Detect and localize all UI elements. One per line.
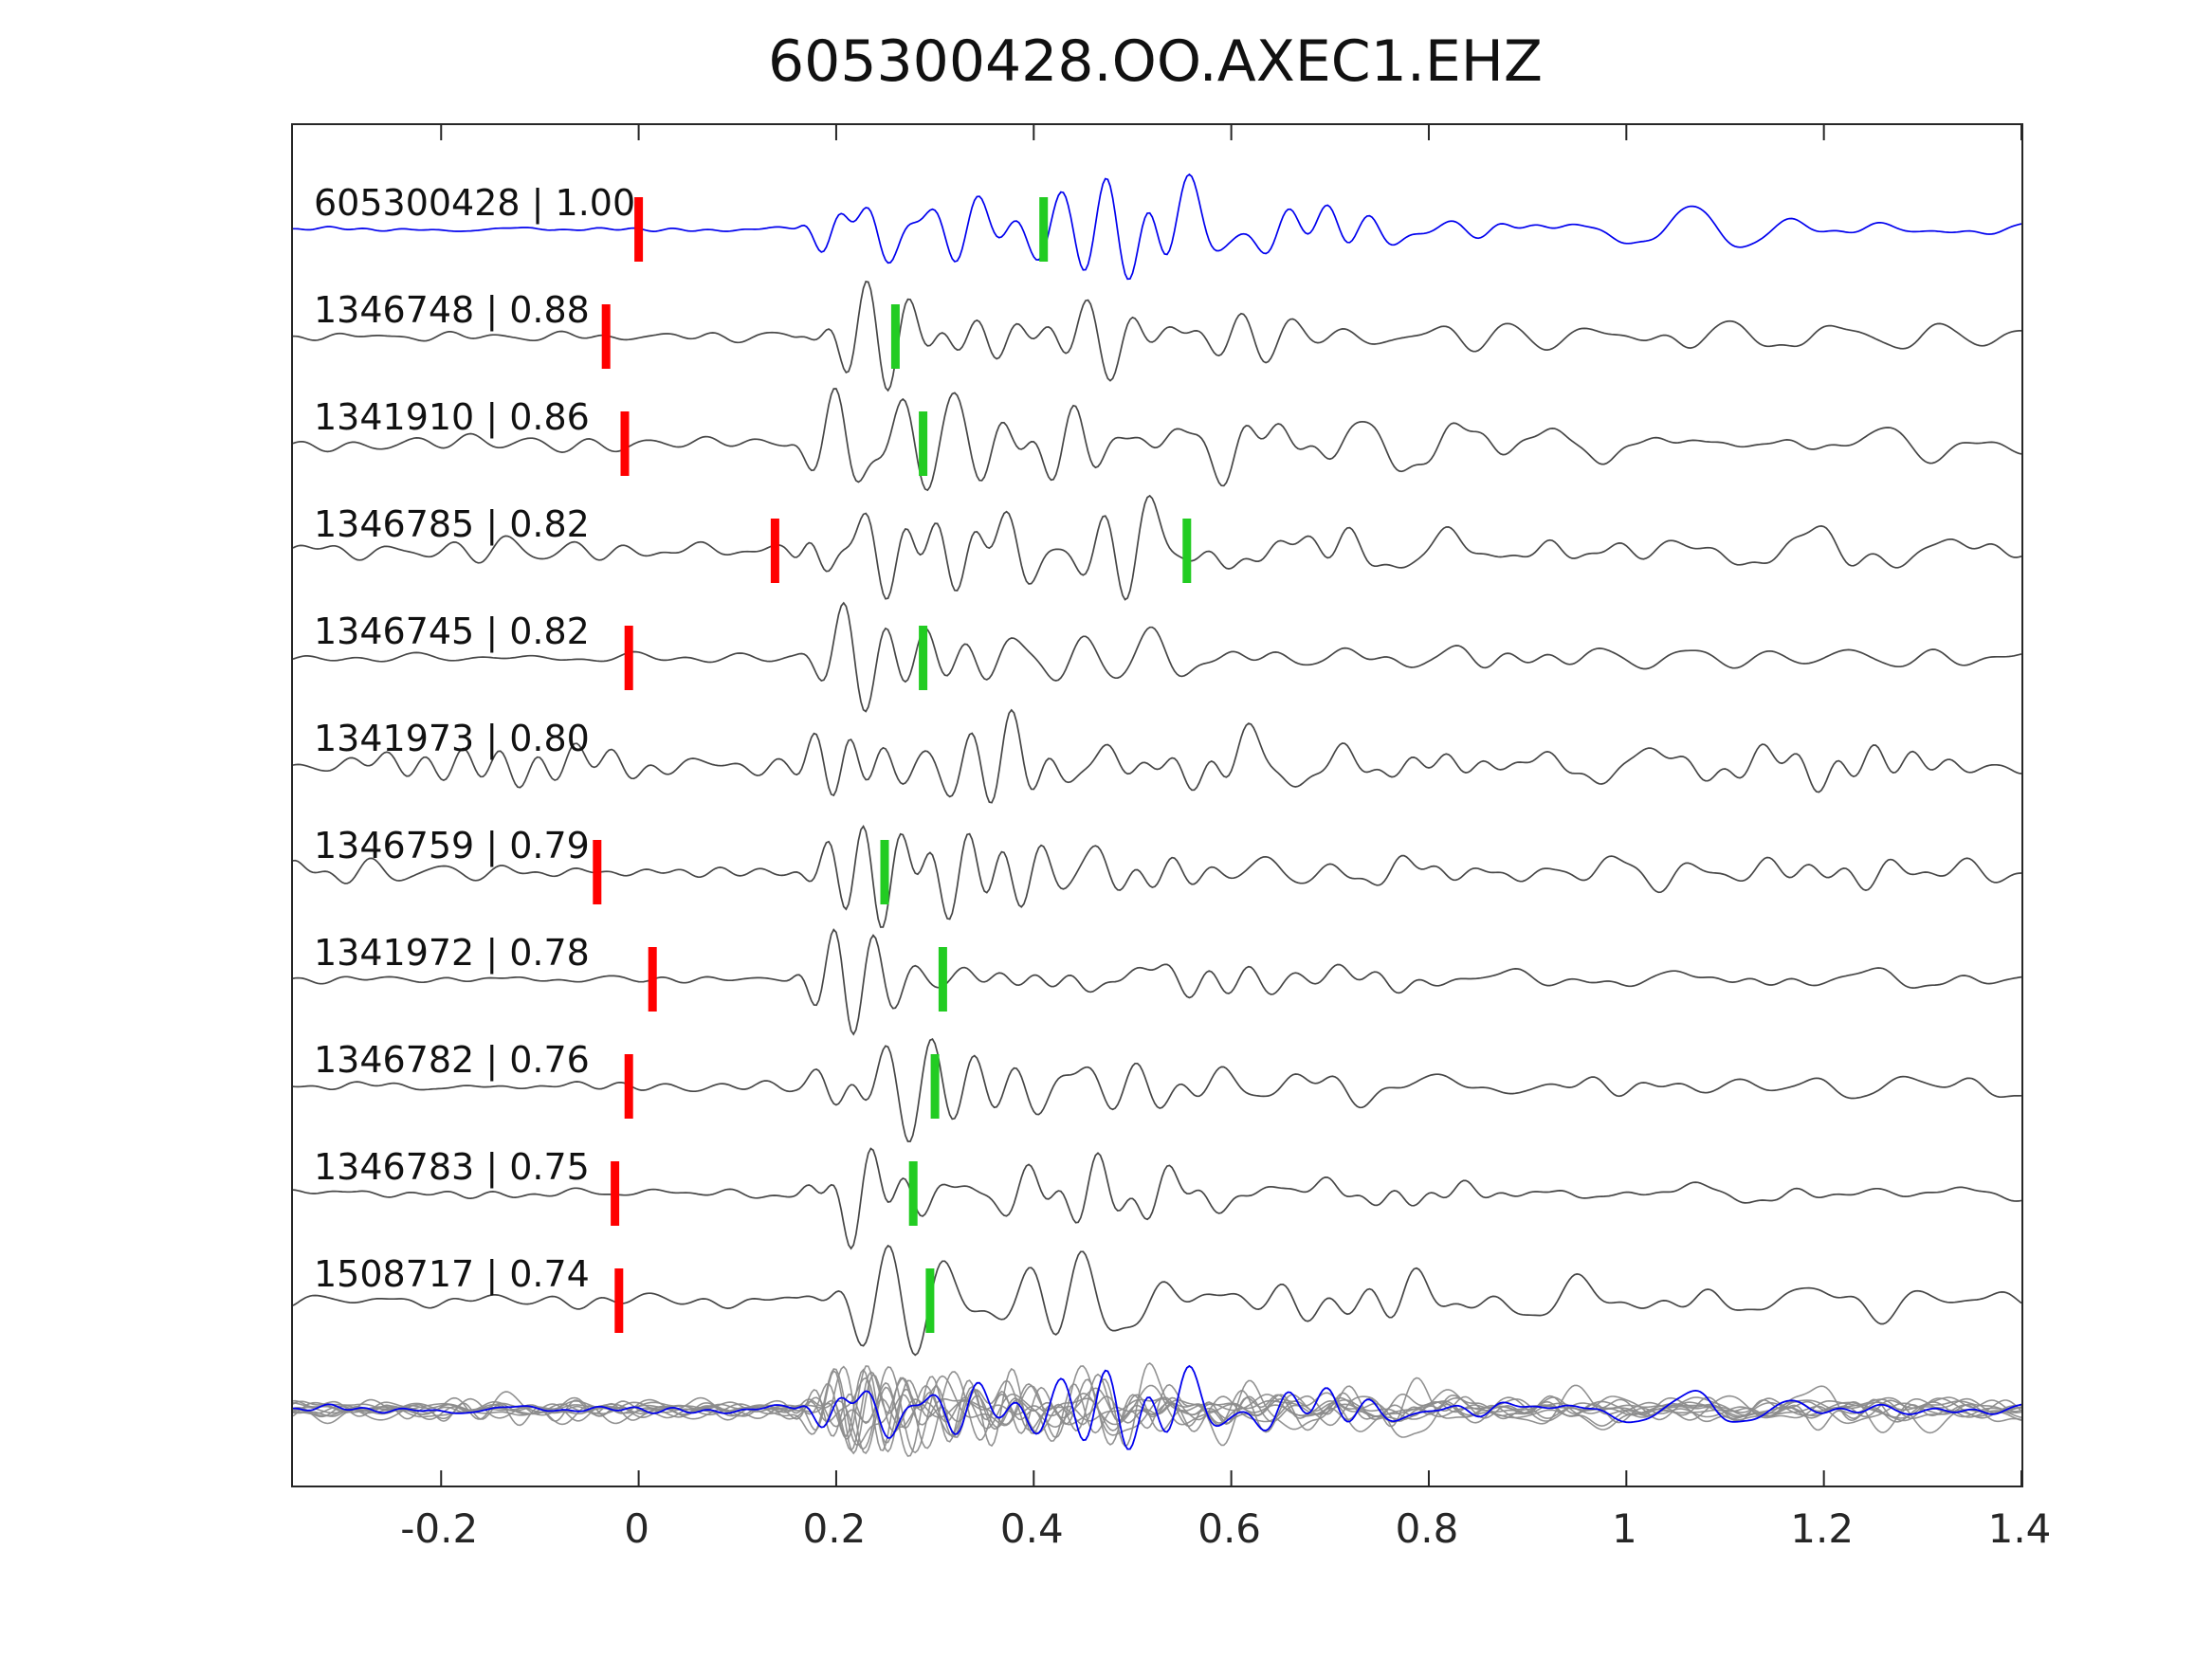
green-pick-marker bbox=[919, 626, 928, 690]
red-pick-marker bbox=[634, 197, 644, 262]
overlay-trace-template bbox=[293, 1364, 2021, 1450]
red-pick-marker bbox=[624, 626, 633, 690]
waveform-trace-1341972 bbox=[293, 928, 2021, 1036]
green-pick-marker bbox=[1182, 519, 1192, 583]
overlay-trace-gray bbox=[293, 1371, 2021, 1452]
red-pick-marker bbox=[620, 411, 630, 476]
x-tick-label: 0.2 bbox=[802, 1505, 867, 1552]
waveform-trace-1346748 bbox=[293, 281, 2021, 392]
waveform-canvas bbox=[293, 125, 2021, 1486]
green-pick-marker bbox=[880, 840, 889, 904]
x-tick-label: 0.6 bbox=[1197, 1505, 1262, 1552]
green-pick-marker bbox=[938, 947, 947, 1012]
x-tick-label: 0 bbox=[624, 1505, 649, 1552]
waveform-trace-1346782 bbox=[293, 1037, 2021, 1142]
waveform-trace-605300428 bbox=[293, 173, 2021, 281]
x-tick-label: 0.4 bbox=[999, 1505, 1064, 1552]
waveform-trace-1346783 bbox=[293, 1147, 2021, 1250]
x-tick-label: 1 bbox=[1611, 1505, 1637, 1552]
waveform-trace-1346785 bbox=[293, 494, 2021, 601]
red-pick-marker bbox=[614, 1268, 624, 1333]
waveform-trace-1341973 bbox=[293, 708, 2021, 804]
x-tick-label: 1.2 bbox=[1790, 1505, 1855, 1552]
red-pick-marker bbox=[770, 519, 779, 583]
overlay-trace-gray bbox=[293, 1362, 2021, 1448]
plot-area bbox=[291, 123, 2023, 1487]
x-tick-label: 0.8 bbox=[1395, 1505, 1459, 1552]
green-pick-marker bbox=[925, 1268, 935, 1333]
green-pick-marker bbox=[930, 1054, 940, 1119]
green-pick-marker bbox=[1039, 197, 1049, 262]
waveform-trace-1341910 bbox=[293, 388, 2021, 492]
overlay-trace-gray bbox=[293, 1376, 2021, 1457]
figure-title: 605300428.OO.AXEC1.EHZ bbox=[767, 28, 1544, 95]
red-pick-marker bbox=[624, 1054, 633, 1119]
red-pick-marker bbox=[648, 947, 657, 1012]
green-pick-marker bbox=[919, 411, 928, 476]
overlay-trace-gray bbox=[293, 1365, 2021, 1454]
red-pick-marker bbox=[601, 304, 611, 369]
green-pick-marker bbox=[890, 304, 900, 369]
x-tick-label: -0.2 bbox=[400, 1505, 479, 1552]
waveform-trace-1346745 bbox=[293, 601, 2021, 713]
x-tick-label: 1.4 bbox=[1987, 1505, 2052, 1552]
red-pick-marker bbox=[593, 840, 602, 904]
waveform-trace-1346759 bbox=[293, 824, 2021, 928]
green-pick-marker bbox=[908, 1161, 918, 1226]
waveform-trace-1508717 bbox=[293, 1244, 2021, 1357]
red-pick-marker bbox=[611, 1161, 620, 1226]
